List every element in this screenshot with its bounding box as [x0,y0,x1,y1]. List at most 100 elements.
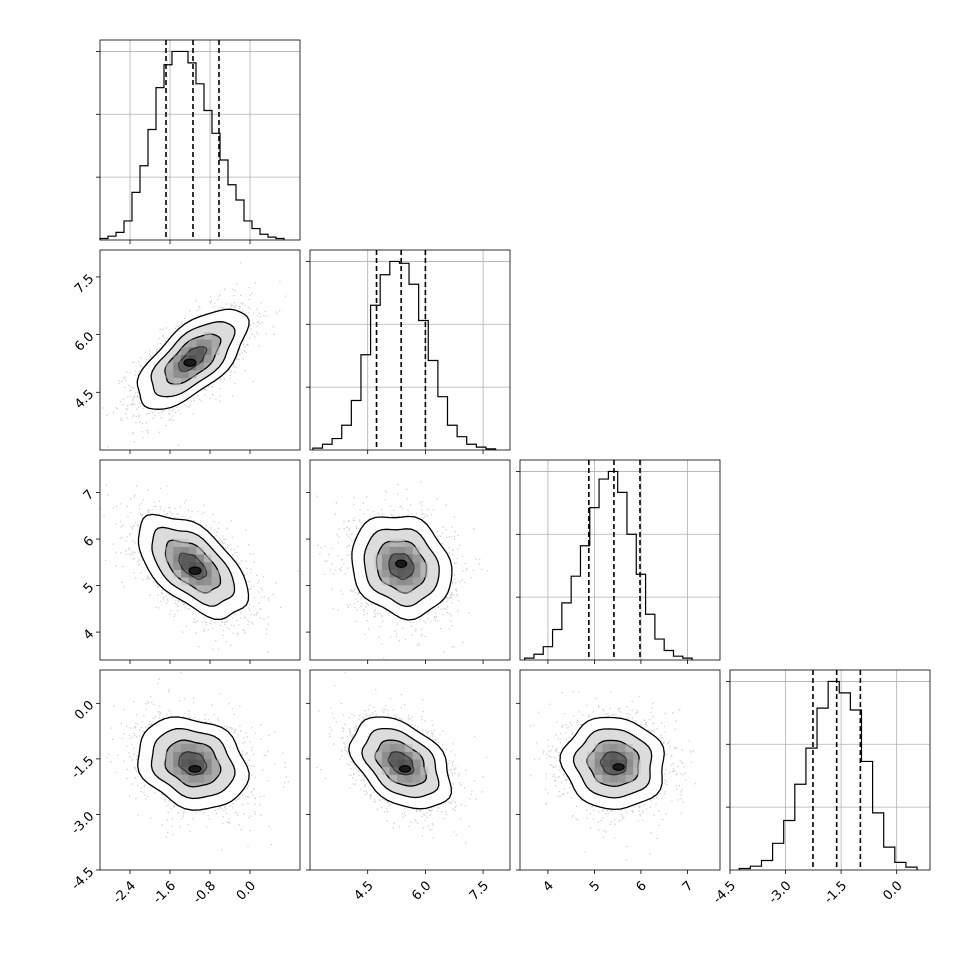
density-cell [381,562,390,570]
density-cell [594,774,603,783]
density-cell [397,554,405,563]
density-cell [196,569,205,578]
y-tick-label: 5 [81,580,97,596]
x-tick-label: 0.0 [234,878,259,903]
histogram-steps [312,260,497,450]
density-cell [196,585,205,593]
axes-frame [519,669,721,871]
density-cell [374,562,382,570]
density-cell [389,774,398,783]
density-cell [204,774,212,783]
density-cell [196,562,205,570]
axes-frame [309,669,511,871]
density-cell [405,774,413,783]
density-cell [389,539,398,547]
density-cell [381,751,390,760]
x-tick-label: 0.0 [880,878,905,903]
density-cell [397,539,405,547]
density-cell [397,577,405,586]
x-tick-label: 4 [540,878,556,894]
density-cell [204,554,212,563]
density-cell [173,554,181,563]
panel-content [316,672,488,844]
y-tick-label: 7.5 [72,272,97,297]
density-cell [397,744,405,752]
density-cell [180,562,189,570]
density-cell [610,751,618,760]
density-cell [165,546,174,555]
density-cell [617,774,626,783]
y-tick-label: 4.5 [72,387,97,412]
density-cell [374,554,382,563]
density-cell [196,577,205,586]
axes-frame [99,249,301,451]
contour-peak [188,566,202,575]
density-cell [188,774,197,783]
density-cell [188,759,197,768]
density-cell [405,569,413,578]
density-cell [180,539,189,547]
density-cell [204,347,212,355]
density-cell [196,554,205,563]
density-cell [196,355,205,363]
density-cell [381,546,390,555]
density-cell [196,339,205,348]
density-cell [594,759,603,768]
density-cell [180,554,189,563]
density-cell [173,539,181,547]
density-cell [389,751,398,760]
density-cell [180,577,189,586]
density-cell [196,744,205,752]
density-cell [405,554,413,563]
density-cell [188,744,197,752]
density-cell [420,562,429,570]
y-tick-label: -3.0 [69,809,98,838]
density-cell [180,546,189,555]
density-cell [381,577,390,586]
density-cell [188,546,197,555]
axes-frame [99,459,301,661]
density-cell [173,759,181,768]
density-cell [204,759,212,768]
density-cell [594,744,603,752]
histogram-panel-0 [96,39,301,244]
density-cell [381,767,390,775]
contour-peak [183,358,197,367]
density-cell [165,554,174,563]
y-tick-label: 7 [81,487,97,503]
density-cell [180,362,189,371]
density-cell [374,751,382,760]
density-cell [165,370,174,379]
x-tick-label: 4.5 [352,878,377,903]
density-cell [196,546,205,555]
x-tick-label: -0.8 [190,878,219,907]
density-cell [165,759,174,768]
density-cell [625,774,634,783]
axes-frame [309,459,511,661]
panel-content [530,690,697,861]
density-cell [188,370,197,379]
density-cell [381,569,390,578]
density-cell [204,577,212,586]
panel-content [106,672,289,851]
density-cell [405,546,413,555]
density-cell [204,339,212,348]
density-cell [412,569,421,578]
density-cell [196,774,205,783]
density-cell [204,355,212,363]
density-panel-3-0 [96,669,301,874]
density-cell [389,744,398,752]
density-cell [412,562,421,570]
density-cell [211,577,220,586]
density-cell [173,751,181,760]
histogram-steps [738,680,918,870]
density-panel-3-1 [306,669,511,874]
density-cell [180,751,189,760]
density-cell [204,585,212,593]
density-cell [188,577,197,586]
y-tick-label: 4 [81,627,97,643]
density-cell [188,362,197,371]
density-cell [211,339,220,348]
contour-peak [395,559,408,568]
y-tick-label: -4.5 [69,865,98,894]
